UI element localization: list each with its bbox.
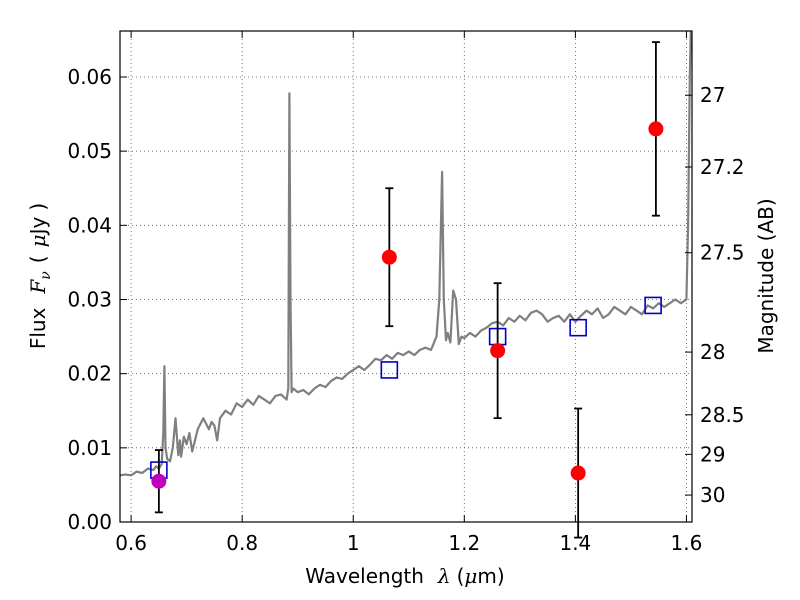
x-tick-label: 0.6: [115, 531, 147, 555]
ticks-layer: 0.6 0.8 1 1.2 1.4 1.6 0.00 0.01 0.02 0.03 0.04 0.05…: [67, 31, 745, 555]
y-tick-label: 0.02: [67, 362, 112, 386]
y2-axis-label: Magnitude (AB): [754, 198, 778, 353]
y2-tick-label: 28: [700, 340, 725, 364]
y-tick-label: 0.01: [67, 436, 112, 460]
y2-tick-label: 27: [700, 83, 725, 107]
y-tick-label: 0.05: [67, 139, 112, 163]
y2-tick-label: 29: [700, 442, 725, 466]
photometry-point: [490, 343, 506, 359]
y-axis-label: FluxFν(μJy): [26, 203, 54, 349]
photometry-point: [381, 249, 397, 265]
x-tick-label: 1: [347, 531, 360, 555]
y-tick-label: 0.03: [67, 287, 112, 311]
y2-tick-label: 27.2: [700, 155, 745, 179]
x-tick-label: 1.4: [559, 531, 591, 555]
y-tick-label: 0.06: [67, 65, 112, 89]
model-square: [380, 361, 399, 379]
x-tick-label: 1.6: [671, 531, 703, 555]
y2-tick-label: 27.5: [700, 241, 745, 265]
x-axis-label: Wavelength λ (μm): [305, 564, 504, 588]
markers-layer: [150, 41, 664, 539]
photometry-point: [151, 473, 167, 489]
y-tick-label: 0.00: [67, 510, 112, 534]
photometry-point: [570, 465, 586, 481]
grid-layer: [120, 31, 692, 523]
plot-frame: [119, 30, 693, 523]
model-square: [569, 318, 587, 337]
x-tick-label: 1.2: [448, 531, 480, 555]
photometry-point: [648, 121, 664, 137]
y2-tick-label: 30: [700, 483, 725, 507]
x-tick-label: 0.8: [226, 531, 258, 555]
y-tick-label: 0.04: [67, 213, 112, 237]
spectrum-layer: [120, 31, 692, 477]
y2-tick-label: 28.5: [700, 403, 745, 427]
model-square: [644, 296, 662, 315]
spectrum-line: [120, 31, 692, 477]
